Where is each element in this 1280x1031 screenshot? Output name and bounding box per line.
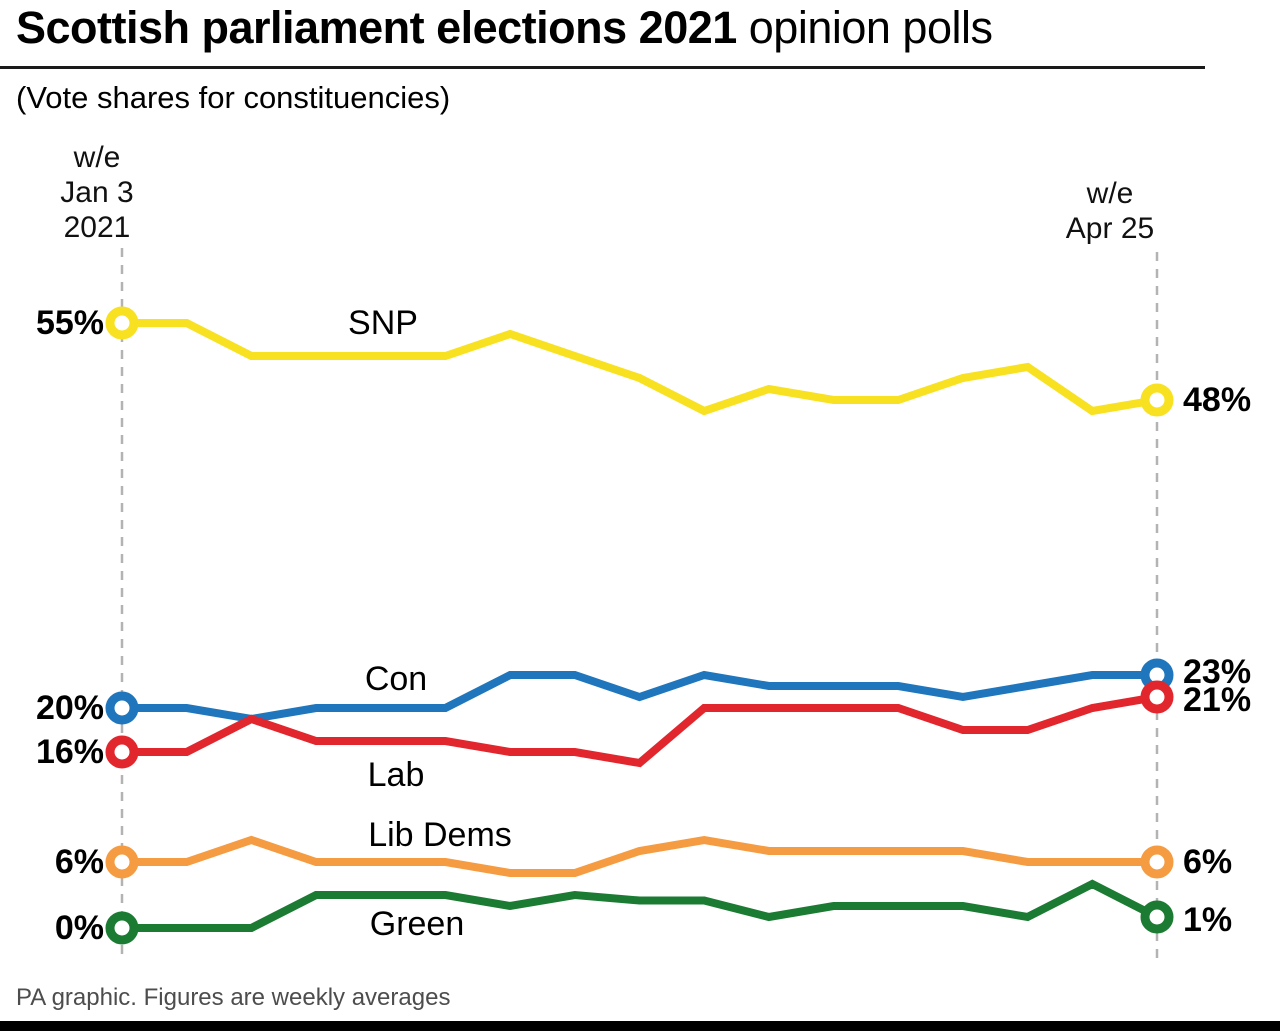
lib-dems-end-marker <box>1140 845 1174 879</box>
date-label-line: w/e <box>1086 177 1134 210</box>
snp-end-marker <box>1140 383 1174 417</box>
green-series-label: Green <box>369 905 465 943</box>
bottom-bar <box>0 1021 1280 1031</box>
lib-dems-line <box>122 835 1157 877</box>
snp-end-value-label: 48% <box>1183 381 1252 419</box>
green-line <box>122 879 1159 932</box>
lab-end-value-label: 21% <box>1183 681 1252 719</box>
green-start-value-label: 0% <box>54 909 104 947</box>
lib-dems-start-marker <box>105 845 139 879</box>
green-end-marker <box>1140 900 1174 934</box>
page-title: Scottish parliament elections 2021 opini… <box>16 2 1266 54</box>
con-series-label: Con <box>364 660 428 698</box>
x-axis-start-label: w/e Jan 3 2021 <box>16 140 178 245</box>
date-label-line: w/e <box>73 141 121 174</box>
lab-end-marker <box>1140 680 1174 714</box>
con-start-value-label: 20% <box>35 689 104 727</box>
snp-start-value-label: 55% <box>35 304 104 342</box>
lab-series-label: Lab <box>367 756 425 794</box>
page-title-bold: Scottish parliament elections 2021 <box>16 2 737 53</box>
lib-dems-start-value-label: 6% <box>54 843 104 881</box>
lab-start-marker <box>105 735 139 769</box>
snp-line <box>122 319 1158 416</box>
green-end-value-label: 1% <box>1183 901 1233 939</box>
x-axis-end-label: w/e Apr 25 <box>1029 176 1191 246</box>
con-end-value-label: 23% <box>1183 653 1252 691</box>
lib-dems-end-value-label: 6% <box>1183 843 1233 881</box>
title-divider <box>0 66 1205 69</box>
chart-subtitle: (Vote shares for constituencies) <box>16 80 451 115</box>
date-label-line: Jan 3 <box>60 176 134 209</box>
green-start-marker <box>105 911 139 945</box>
lab-line <box>122 693 1158 768</box>
date-label-line: Apr 25 <box>1065 212 1155 245</box>
date-label-line: 2021 <box>63 211 131 244</box>
page-title-light: opinion polls <box>736 2 993 53</box>
lab-start-value-label: 16% <box>35 733 104 771</box>
lib-dems-series-label: Lib Dems <box>368 816 512 854</box>
con-line <box>122 670 1157 724</box>
snp-start-marker <box>105 306 139 340</box>
con-start-marker <box>105 691 139 725</box>
source-note: PA graphic. Figures are weekly averages <box>16 984 451 1011</box>
snp-series-label: SNP <box>348 304 418 342</box>
